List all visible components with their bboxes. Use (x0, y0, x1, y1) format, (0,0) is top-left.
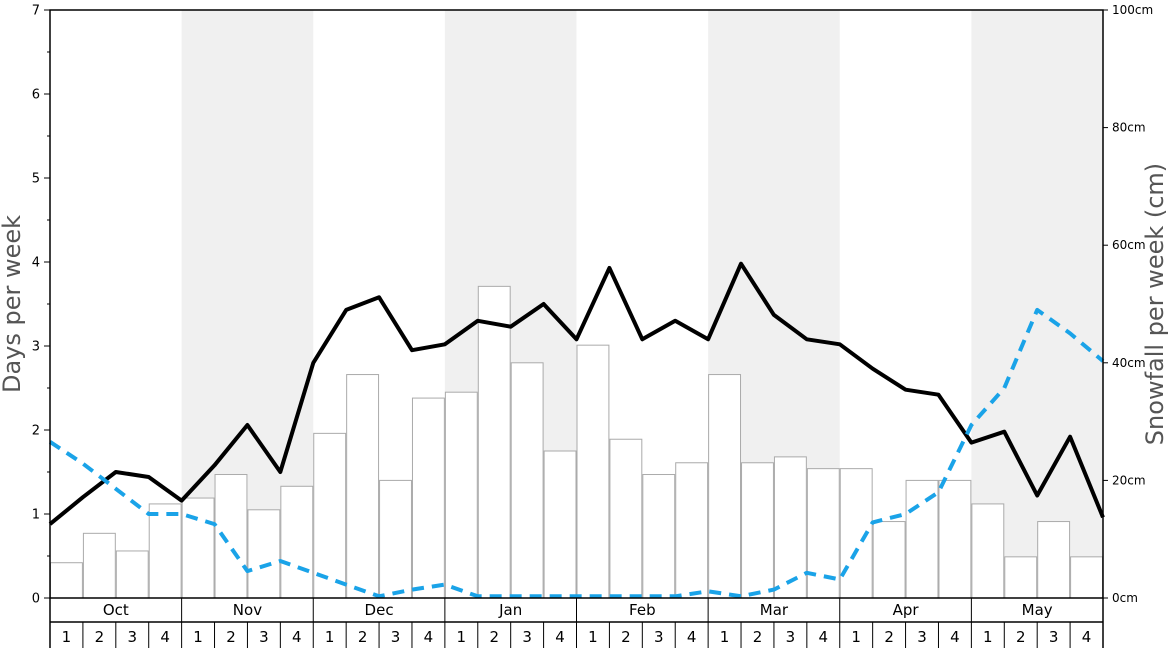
right-tick-label: 100cm (1112, 3, 1153, 17)
week-label: 1 (62, 628, 72, 646)
week-label: 1 (588, 628, 598, 646)
week-label: 1 (851, 628, 861, 646)
week-label: 2 (95, 628, 105, 646)
dashed-series-line (48, 307, 1105, 599)
snowfall-bar (1037, 521, 1071, 599)
snowfall-bar (247, 509, 281, 599)
week-label: 3 (391, 628, 401, 646)
week-label: 1 (325, 628, 335, 646)
snowfall-bar (181, 497, 215, 599)
snowfall-bar (214, 474, 248, 599)
snowfall-bar (675, 462, 709, 599)
week-label: 4 (424, 628, 434, 646)
left-tick-label: 2 (32, 424, 40, 439)
snowfall-bar (576, 344, 610, 599)
x-axis-months-weeks: Oct 1 2 3 4 Nov 1 2 3 4 Dec 1 2 3 4 Jan 1 2 3 4 Feb 1 2 3 4 Mar 1 2… (49, 598, 1104, 648)
week-label: 3 (259, 628, 269, 646)
week-label: 1 (983, 628, 993, 646)
week-label: 2 (621, 628, 631, 646)
week-label: 3 (917, 628, 927, 646)
month-label: Dec (365, 601, 394, 619)
left-tick-label: 7 (32, 4, 40, 19)
month-label: Oct (103, 601, 129, 619)
month-label: Mar (760, 601, 789, 619)
week-label: 2 (358, 628, 368, 646)
snowfall-bar (1070, 556, 1103, 599)
week-label: 3 (654, 628, 664, 646)
snowfall-bar (280, 485, 314, 599)
snowfall-bar (905, 479, 939, 599)
snowfall-bar (971, 503, 1005, 599)
week-label: 4 (1082, 628, 1092, 646)
snowfall-bar (510, 362, 544, 599)
week-label: 4 (687, 628, 697, 646)
snowfall-bar (411, 397, 445, 599)
data-lines (48, 261, 1105, 599)
snowfall-bar (50, 562, 83, 599)
month-band (971, 10, 1103, 598)
snowfall-bar (379, 479, 412, 599)
snowfall-bar (313, 432, 347, 599)
week-label: 4 (819, 628, 829, 646)
y-axis-label-right: Snowfall per week (cm) (1141, 163, 1168, 445)
y-axis-label-left: Days per week (0, 215, 26, 393)
snowfall-bar (773, 456, 807, 599)
week-label: 4 (292, 628, 302, 646)
week-label: 1 (193, 628, 203, 646)
snowfall-bar (872, 521, 906, 599)
week-label: 4 (950, 628, 960, 646)
week-label: 2 (884, 628, 894, 646)
week-label: 1 (457, 628, 467, 646)
week-label: 4 (160, 628, 170, 646)
week-label: 4 (555, 628, 565, 646)
snowfall-bars (50, 285, 1103, 599)
right-tick-label: 40cm (1112, 356, 1146, 370)
left-y-axis: 0 1 2 3 4 5 6 7 (32, 4, 50, 607)
snowfall-bar (708, 374, 742, 599)
right-tick-label: 80cm (1112, 121, 1146, 135)
left-tick-label: 1 (32, 508, 40, 523)
right-tick-label: 20cm (1112, 473, 1146, 487)
snowfall-bar (543, 450, 577, 599)
month-label: Apr (893, 601, 920, 619)
month-label: May (1022, 601, 1053, 619)
snowfall-bar (477, 285, 511, 599)
week-label: 3 (522, 628, 532, 646)
week-label: 2 (226, 628, 236, 646)
week-label: 2 (489, 628, 499, 646)
left-tick-label: 5 (32, 172, 40, 187)
month-label: Jan (498, 601, 522, 619)
snowfall-bar (148, 503, 182, 599)
snowfall-bar (642, 474, 676, 599)
snowfall-bar (609, 438, 643, 599)
snowfall-bar (346, 374, 380, 599)
week-label: 1 (720, 628, 730, 646)
snowfall-bar (741, 462, 774, 599)
right-y-axis: 0cm 20cm 40cm 60cm 80cm 100cm (1103, 3, 1153, 605)
snowfall-bar (938, 479, 972, 599)
snowfall-bar (82, 532, 116, 599)
snowfall-bar (115, 550, 149, 599)
right-tick-label: 60cm (1112, 238, 1146, 252)
left-tick-label: 6 (32, 88, 40, 103)
week-label: 3 (786, 628, 796, 646)
month-label: Nov (233, 601, 262, 619)
left-tick-label: 0 (32, 592, 40, 607)
week-label: 3 (1049, 628, 1059, 646)
solid-series-line (48, 261, 1105, 526)
snowfall-bar (444, 391, 478, 599)
week-label: 3 (127, 628, 137, 646)
snowfall-bar (1004, 556, 1038, 599)
week-label: 2 (1016, 628, 1026, 646)
left-tick-label: 3 (32, 340, 40, 355)
right-tick-label: 0cm (1112, 591, 1138, 605)
month-label: Feb (629, 601, 656, 619)
left-tick-label: 4 (32, 256, 40, 271)
week-label: 2 (753, 628, 763, 646)
